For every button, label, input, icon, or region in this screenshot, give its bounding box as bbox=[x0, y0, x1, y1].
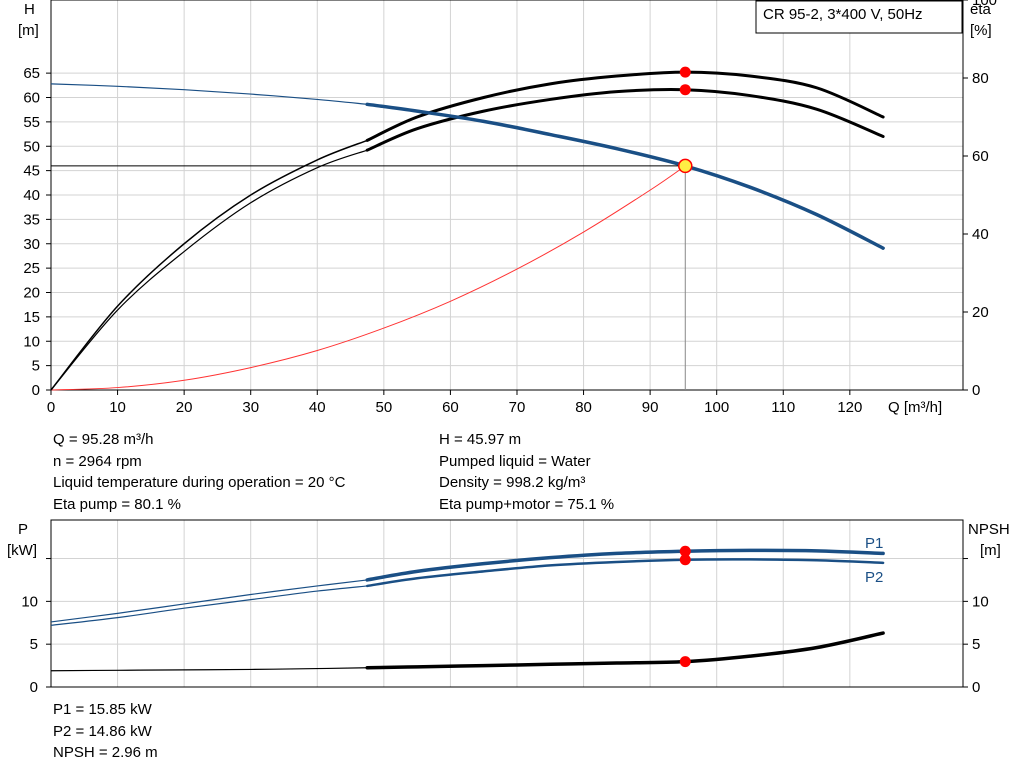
info-npsh: NPSH = 2.96 m bbox=[53, 744, 158, 761]
p2-curve-label: P2 bbox=[865, 569, 883, 586]
npsh-tick-label: 0 bbox=[972, 679, 980, 696]
x-tick-label: 30 bbox=[242, 399, 259, 416]
h-axis-label: H bbox=[24, 1, 35, 18]
h-tick-label: 25 bbox=[23, 260, 40, 277]
eta-pump-curve-low-flow bbox=[50, 139, 368, 391]
eta-tick-label: 100 bbox=[972, 0, 997, 9]
info-p2: P2 = 14.86 kW bbox=[53, 722, 152, 740]
p1-duty-point bbox=[679, 545, 691, 557]
eta-axis-unit: [%] bbox=[970, 22, 992, 39]
p-axis-unit: [kW] bbox=[7, 542, 37, 559]
system-curve bbox=[50, 165, 686, 391]
info-speed: n = 2964 rpm bbox=[53, 452, 142, 470]
top-grid bbox=[50, 0, 963, 391]
p-tick-label: 10 bbox=[21, 593, 38, 610]
x-tick-label: 70 bbox=[509, 399, 526, 416]
info-p1: P1 = 15.85 kW bbox=[53, 701, 152, 718]
info-eta-pump-motor: Eta pump+motor = 75.1 % bbox=[439, 495, 615, 513]
p1-curve-low-flow bbox=[50, 579, 368, 623]
bottom-axis-ticks: 0 5 10 0 5 10 bbox=[21, 558, 989, 696]
info-head: H = 45.97 m bbox=[439, 431, 522, 448]
npsh-axis-unit: [m] bbox=[980, 542, 1001, 559]
x-tick-label: 40 bbox=[309, 399, 326, 416]
eta-tick-label: 0 bbox=[972, 382, 980, 399]
eta-pump-duty-point bbox=[679, 66, 691, 78]
eta-tick-label: 60 bbox=[972, 148, 989, 165]
chart-title-box bbox=[755, 0, 963, 34]
x-tick-label: 20 bbox=[176, 399, 193, 416]
p2-duty-point bbox=[679, 554, 691, 566]
p-tick-label: 0 bbox=[30, 679, 38, 696]
x-tick-label: 0 bbox=[47, 399, 55, 416]
q-axis-label: Q [m³/h] bbox=[888, 399, 942, 416]
h-tick-label: 60 bbox=[23, 90, 40, 107]
p2-curve-low-flow bbox=[50, 585, 368, 626]
eta-tick-label: 40 bbox=[972, 226, 989, 243]
info-eta-pump: Eta pump = 80.1 % bbox=[53, 495, 181, 513]
head-duty-point bbox=[678, 158, 693, 174]
duty-info-left: Q = 95.28 m³/h n = 2964 rpm Liquid tempe… bbox=[53, 429, 345, 515]
p1-curve bbox=[365, 548, 885, 582]
eta-axis-label: eta bbox=[970, 1, 992, 18]
p1-curve-label: P1 bbox=[865, 535, 883, 552]
top-axis-ticks: 0 10 20 30 40 50 60 70 80 90 100 110 120 0 5 10 15 20 25 30… bbox=[23, 0, 997, 416]
x-tick-label: 60 bbox=[442, 399, 459, 416]
h-tick-label: 20 bbox=[23, 285, 40, 302]
info-flow: Q = 95.28 m³/h bbox=[53, 431, 154, 448]
x-tick-label: 90 bbox=[642, 399, 659, 416]
npsh-duty-point bbox=[679, 656, 691, 668]
info-pumped-liquid: Pumped liquid = Water bbox=[439, 452, 591, 470]
npsh-curve-low-flow bbox=[50, 667, 368, 672]
duty-info-right: H = 45.97 m Pumped liquid = Water Densit… bbox=[439, 429, 614, 515]
h-tick-label: 35 bbox=[23, 211, 40, 228]
h-tick-label: 30 bbox=[23, 236, 40, 253]
h-tick-label: 40 bbox=[23, 187, 40, 204]
bottom-series bbox=[50, 545, 885, 672]
npsh-tick-label: 5 bbox=[972, 636, 980, 653]
npsh-curve bbox=[365, 631, 885, 670]
x-tick-label: 100 bbox=[704, 399, 729, 416]
eta-pump-motor-duty-point bbox=[679, 84, 691, 96]
h-tick-label: 10 bbox=[23, 333, 40, 350]
power-info: P1 = 15.85 kW P2 = 14.86 kW NPSH = 2.96 … bbox=[53, 699, 158, 764]
head-curve-low-flow bbox=[50, 83, 368, 105]
eta-tick-label: 20 bbox=[972, 304, 989, 321]
x-tick-label: 110 bbox=[771, 399, 795, 416]
npsh-tick-label: 10 bbox=[972, 593, 989, 610]
bottom-plot-frame bbox=[50, 519, 964, 688]
head-curve bbox=[365, 102, 885, 250]
eta-pump-curve bbox=[365, 70, 885, 142]
h-tick-label: 50 bbox=[23, 138, 40, 155]
info-liquid-temperature: Liquid temperature during operation = 20… bbox=[53, 474, 346, 491]
p2-curve bbox=[365, 558, 885, 588]
h-tick-label: 5 bbox=[32, 358, 40, 375]
h-tick-label: 65 bbox=[23, 65, 40, 82]
chart-title: CR 95-2, 3*400 V, 50Hz bbox=[763, 6, 923, 23]
x-tick-label: 10 bbox=[109, 399, 126, 416]
x-tick-label: 50 bbox=[376, 399, 393, 416]
npsh-axis-label: NPSH bbox=[968, 521, 1010, 538]
x-tick-label: 80 bbox=[575, 399, 592, 416]
eta-pump-motor-curve-low-flow bbox=[50, 149, 368, 391]
info-density: Density = 998.2 kg/m³ bbox=[439, 474, 586, 491]
h-tick-label: 15 bbox=[23, 309, 40, 326]
h-tick-label: 45 bbox=[23, 163, 40, 180]
p-axis-label: P bbox=[18, 521, 28, 538]
p-tick-label: 5 bbox=[30, 636, 38, 653]
h-tick-label: 0 bbox=[32, 382, 40, 399]
eta-pump-motor-curve bbox=[365, 87, 885, 152]
h-axis-unit: [m] bbox=[18, 22, 39, 39]
eta-tick-label: 80 bbox=[972, 70, 989, 87]
x-tick-label: 120 bbox=[837, 399, 862, 416]
top-series bbox=[50, 66, 885, 391]
h-tick-label: 55 bbox=[23, 114, 40, 131]
